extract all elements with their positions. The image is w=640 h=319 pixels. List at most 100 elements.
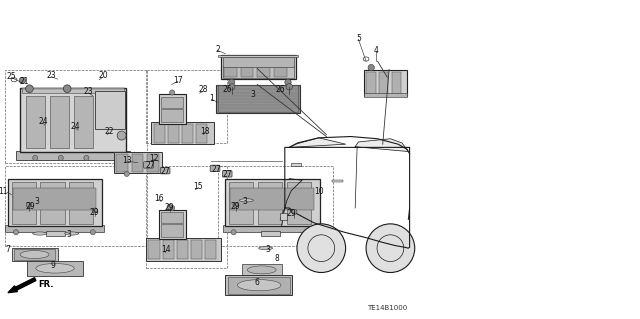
Polygon shape — [355, 139, 408, 152]
Circle shape — [13, 230, 19, 235]
Bar — [5, 225, 104, 232]
Circle shape — [63, 85, 71, 93]
Bar — [146, 238, 221, 261]
Circle shape — [90, 230, 95, 235]
Text: 29: 29 — [26, 202, 36, 211]
Bar — [14, 249, 55, 260]
Bar — [13, 188, 96, 210]
Bar — [230, 188, 314, 210]
Bar — [225, 275, 292, 295]
Bar — [280, 213, 287, 220]
Text: 28: 28 — [199, 85, 208, 94]
Text: 8: 8 — [274, 254, 279, 263]
Text: 27: 27 — [160, 167, 170, 176]
Bar — [8, 179, 102, 226]
Bar — [12, 182, 36, 224]
Bar — [161, 212, 183, 223]
Circle shape — [84, 155, 89, 160]
Circle shape — [228, 84, 235, 90]
Bar — [223, 66, 294, 78]
Bar — [392, 72, 401, 94]
Text: 10: 10 — [314, 187, 324, 196]
Text: 15: 15 — [193, 182, 204, 191]
Text: 4: 4 — [374, 46, 379, 55]
Text: 2: 2 — [215, 45, 220, 54]
Circle shape — [297, 224, 346, 272]
Bar — [229, 182, 253, 224]
Text: 11: 11 — [0, 187, 8, 196]
Bar — [16, 151, 130, 160]
Bar — [151, 122, 214, 144]
Text: 6: 6 — [255, 278, 260, 287]
Text: FR.: FR. — [38, 280, 54, 289]
Bar — [261, 231, 280, 236]
Text: 3: 3 — [242, 197, 247, 206]
Bar — [146, 166, 227, 268]
Bar — [95, 91, 125, 129]
Bar — [287, 182, 311, 224]
Bar — [364, 93, 407, 97]
Circle shape — [286, 84, 292, 90]
Text: 17: 17 — [173, 76, 183, 85]
FancyBboxPatch shape — [143, 162, 154, 168]
Text: 24: 24 — [38, 117, 48, 126]
Text: 27: 27 — [145, 161, 156, 170]
Bar — [27, 261, 83, 276]
Bar — [148, 240, 160, 259]
Bar — [221, 55, 296, 79]
Bar — [291, 163, 301, 166]
Circle shape — [285, 79, 291, 85]
Text: 25: 25 — [6, 72, 17, 81]
Bar — [379, 72, 388, 94]
Text: 23: 23 — [83, 87, 93, 96]
Bar — [241, 67, 253, 77]
Bar — [228, 277, 290, 294]
Bar — [225, 179, 320, 226]
Bar — [12, 248, 58, 261]
Ellipse shape — [239, 199, 253, 202]
Text: 23: 23 — [46, 71, 56, 80]
Bar — [161, 109, 183, 122]
Bar — [366, 72, 376, 94]
Text: 3: 3 — [67, 230, 72, 239]
Bar — [218, 55, 298, 57]
Circle shape — [124, 171, 129, 176]
Text: 14: 14 — [161, 245, 172, 254]
Bar — [114, 152, 162, 173]
Circle shape — [58, 155, 63, 160]
Bar — [196, 124, 207, 143]
Bar — [147, 154, 159, 172]
Bar — [159, 210, 186, 239]
Text: 18: 18 — [200, 127, 209, 136]
Text: 7: 7 — [5, 245, 10, 254]
Bar — [258, 182, 282, 224]
Text: 27: 27 — [222, 170, 232, 179]
FancyBboxPatch shape — [160, 167, 170, 174]
Bar — [26, 96, 45, 148]
Bar — [5, 166, 147, 246]
FancyArrow shape — [8, 278, 36, 293]
Text: 13: 13 — [122, 156, 132, 165]
Ellipse shape — [20, 251, 49, 258]
Bar — [161, 97, 183, 108]
Bar — [177, 240, 188, 259]
Text: 3: 3 — [35, 197, 40, 206]
Circle shape — [231, 230, 236, 235]
Bar — [22, 88, 124, 93]
Bar — [332, 180, 343, 182]
Bar — [242, 264, 282, 276]
Text: 12: 12 — [149, 154, 158, 163]
Polygon shape — [289, 138, 346, 147]
Bar — [216, 85, 300, 113]
Text: 26: 26 — [275, 85, 285, 94]
Bar — [50, 96, 69, 148]
Circle shape — [26, 202, 31, 207]
Text: 29: 29 — [286, 209, 296, 218]
Bar — [159, 94, 186, 124]
Bar — [218, 85, 298, 112]
Ellipse shape — [259, 247, 273, 250]
Circle shape — [26, 85, 33, 93]
Circle shape — [308, 230, 313, 235]
FancyBboxPatch shape — [210, 165, 220, 172]
Bar — [205, 240, 216, 259]
